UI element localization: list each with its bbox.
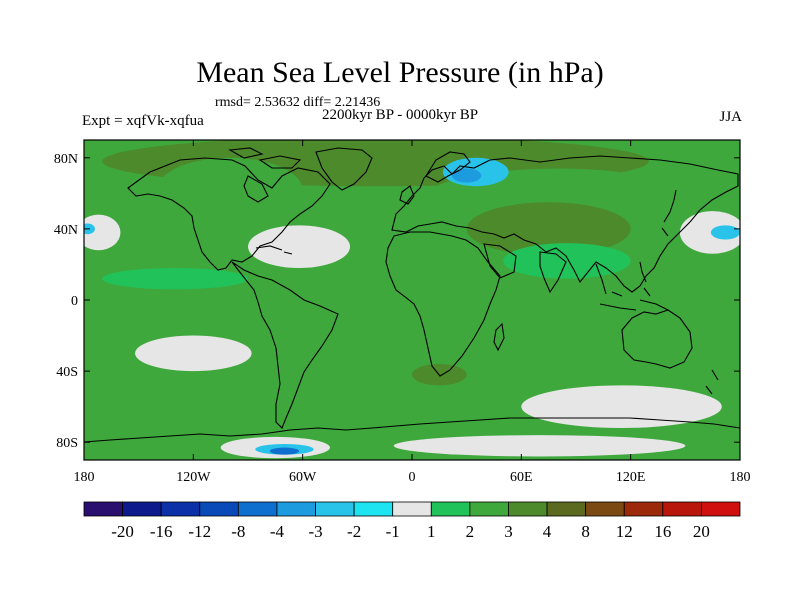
region-south-pacific-anomaly bbox=[135, 335, 252, 372]
region-antarctic-anomaly bbox=[393, 435, 686, 457]
coastline-antarctica bbox=[84, 417, 740, 443]
y-tick-label: 80S bbox=[56, 436, 78, 451]
colorbar-label: 16 bbox=[654, 522, 671, 541]
stats-line: rmsd= 2.53632 diff= 2.21436 bbox=[215, 95, 381, 110]
colorbar-label: -16 bbox=[150, 522, 173, 541]
season-label: JJA bbox=[719, 109, 742, 125]
colorbar-label: -20 bbox=[111, 522, 134, 541]
coastline-hudson-bay bbox=[243, 175, 269, 203]
region-asia-interior-high bbox=[466, 202, 631, 256]
colorbar-swatch bbox=[160, 501, 201, 517]
region-north-atlantic-anomaly bbox=[248, 225, 351, 268]
colorbar-label: 20 bbox=[693, 522, 710, 541]
colorbar-label: 2 bbox=[466, 522, 475, 541]
x-axis: 180 120W 60W 0 60E 120E 180 bbox=[74, 140, 751, 485]
coastline-eurasia bbox=[391, 155, 739, 293]
y-tick-label: 0 bbox=[71, 294, 78, 309]
coastline-philippines bbox=[639, 261, 647, 283]
colorbar-swatch bbox=[585, 501, 625, 517]
coastline-australia bbox=[621, 309, 693, 369]
x-tick-label: 60E bbox=[510, 470, 533, 485]
region-north-pacific-west-anomaly bbox=[84, 214, 121, 251]
colorbar-label: 8 bbox=[581, 522, 590, 541]
coastline-arabia bbox=[483, 243, 517, 279]
x-tick-label: 120W bbox=[176, 470, 211, 485]
coastline-south-america bbox=[231, 261, 339, 429]
x-tick-label: 60W bbox=[289, 470, 317, 485]
region-scandinavia-low-core bbox=[452, 168, 482, 183]
colorbar-swatch bbox=[701, 501, 741, 517]
colorbar-label: -8 bbox=[231, 522, 245, 541]
x-tick-label: 180 bbox=[730, 470, 751, 485]
colorbar-swatch bbox=[237, 501, 278, 517]
colorbar-swatch bbox=[546, 501, 587, 517]
coastline-caribbean bbox=[255, 245, 293, 255]
coastline-british-isles bbox=[399, 185, 415, 205]
colorbar-label: -3 bbox=[308, 522, 322, 541]
coastline-japan bbox=[661, 189, 677, 237]
coastlines bbox=[84, 147, 740, 443]
colorbar-swatch bbox=[508, 501, 548, 517]
coastline-africa bbox=[385, 231, 501, 377]
y-tick-label: 80N bbox=[54, 152, 78, 167]
colorbar-swatch bbox=[469, 501, 509, 517]
colorbar-swatch bbox=[623, 501, 664, 517]
x-tick-label: 180 bbox=[74, 470, 95, 485]
colorbar-swatch bbox=[83, 501, 123, 517]
region-antarctic-low-core bbox=[269, 447, 300, 455]
colorbar-label: -1 bbox=[386, 522, 400, 541]
coastline-scandinavia bbox=[425, 151, 471, 183]
region-north-america-high bbox=[156, 157, 303, 222]
colorbar-label: 4 bbox=[543, 522, 552, 541]
y-tick-label: 40N bbox=[54, 223, 78, 238]
colorbar-label: 3 bbox=[504, 522, 513, 541]
colorbar-swatch bbox=[199, 501, 239, 517]
colorbar: -20 -16 -12 -8 -4 -3 -2 -1 1 2 3 4 8 12 16 20 bbox=[83, 501, 741, 541]
coastline-southeast-asia bbox=[595, 263, 669, 311]
region-south-indian-anomaly bbox=[521, 385, 722, 428]
colorbar-label: 12 bbox=[616, 522, 633, 541]
colorbar-swatch bbox=[353, 501, 394, 517]
colorbar-swatch bbox=[392, 501, 432, 517]
colorbar-label: -2 bbox=[347, 522, 361, 541]
coastline-arctic-islands bbox=[228, 147, 302, 169]
anomaly-field bbox=[84, 140, 740, 459]
colorbar-swatch bbox=[430, 501, 471, 517]
colorbar-label: 1 bbox=[427, 522, 436, 541]
colorbar-swatch bbox=[276, 501, 316, 517]
region-south-asia bbox=[503, 243, 631, 279]
colorbar-label: -12 bbox=[188, 522, 211, 541]
region-africa bbox=[408, 260, 489, 333]
colorbar-label: -4 bbox=[270, 522, 285, 541]
coastline-madagascar bbox=[493, 322, 505, 352]
coastline-new-zealand bbox=[705, 369, 719, 395]
experiment-label: Expt = xqfVk-xqfua bbox=[82, 113, 204, 129]
coastline-india bbox=[539, 251, 567, 294]
colorbar-swatch bbox=[315, 501, 355, 517]
region-tropical-pacific bbox=[102, 268, 248, 290]
colorbar-swatch bbox=[122, 501, 162, 517]
coastline-north-america bbox=[127, 157, 331, 271]
region-north-pacific-east-anomaly bbox=[679, 211, 740, 254]
y-axis: 80N 40N 0 40S 80S bbox=[54, 152, 740, 451]
region-australia bbox=[608, 319, 689, 370]
y-tick-label: 40S bbox=[56, 365, 78, 380]
chart-title: Mean Sea Level Pressure (in hPa) bbox=[196, 56, 604, 89]
x-tick-label: 120E bbox=[616, 470, 646, 485]
colorbar-swatch bbox=[662, 501, 702, 517]
coastline-greenland bbox=[315, 147, 373, 191]
region-north-pacific-east-low bbox=[710, 225, 740, 240]
x-tick-label: 0 bbox=[409, 470, 416, 485]
chart-subtitle: 2200kyr BP - 0000kyr BP bbox=[321, 107, 479, 123]
